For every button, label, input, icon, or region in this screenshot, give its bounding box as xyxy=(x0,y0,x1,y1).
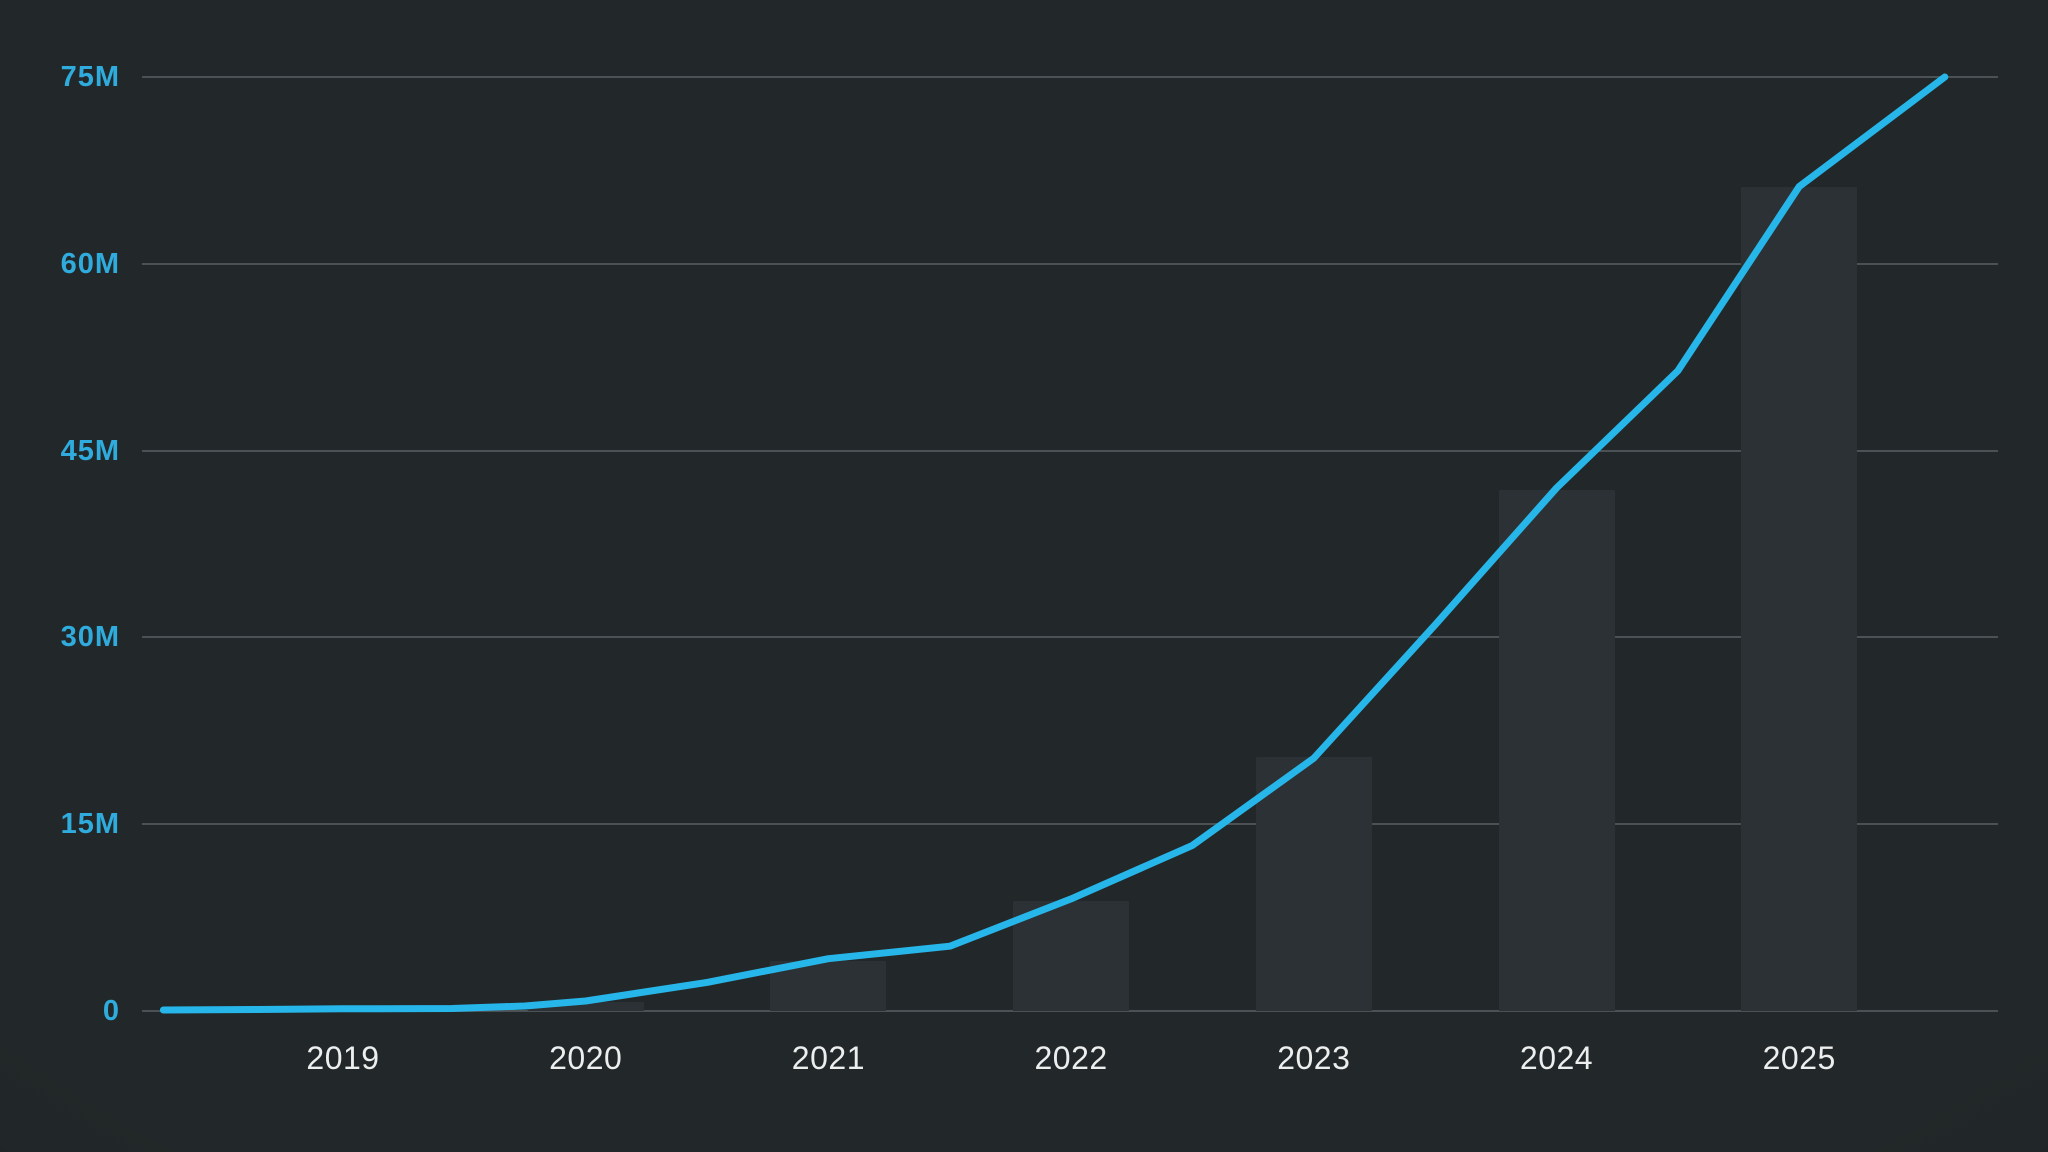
year-bar xyxy=(528,1002,644,1011)
year-bar xyxy=(1013,901,1129,1011)
year-bar xyxy=(1741,187,1857,1011)
x-tick-label: 2025 xyxy=(1762,1040,1836,1076)
x-tick-label: 2020 xyxy=(549,1040,623,1076)
x-tick-label: 2023 xyxy=(1277,1040,1351,1076)
gridline xyxy=(142,76,1998,78)
x-tick-label: 2019 xyxy=(306,1040,380,1076)
x-tick-label: 2024 xyxy=(1519,1040,1594,1076)
y-tick-label: 15M xyxy=(60,808,120,841)
y-tick-label: 75M xyxy=(60,61,120,93)
gridline xyxy=(142,636,1998,639)
y-tick-label: 30M xyxy=(60,621,120,654)
year-bar xyxy=(1256,757,1372,1011)
gridline xyxy=(142,449,1998,452)
gridline xyxy=(142,823,1998,826)
x-tick-label: 2022 xyxy=(1034,1040,1108,1076)
x-tick-label: 2021 xyxy=(791,1040,865,1076)
y-tick-label: 0 xyxy=(102,995,120,1027)
year-bar xyxy=(1499,490,1615,1011)
gridline xyxy=(142,262,1998,265)
y-tick-label: 60M xyxy=(60,247,120,280)
y-tick-label: 45M xyxy=(60,434,120,467)
trend-line xyxy=(159,73,1949,1014)
gridline xyxy=(142,1010,1998,1012)
